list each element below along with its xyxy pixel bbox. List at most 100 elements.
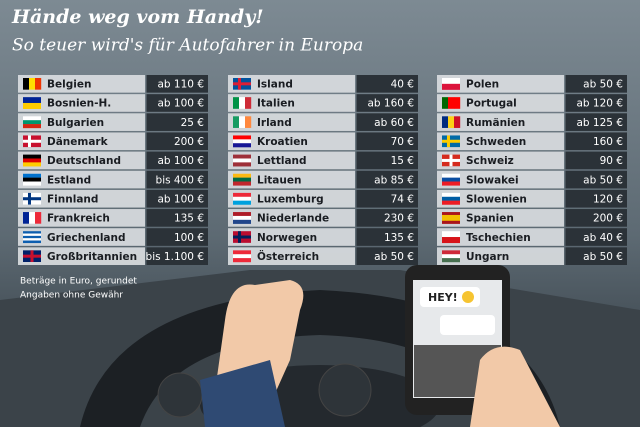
fine-amount: 200 € — [174, 136, 204, 148]
row-bg — [18, 113, 145, 131]
country-name: Kroatien — [257, 136, 308, 148]
fine-box — [146, 132, 208, 151]
country-name: Bosnien-H. — [47, 98, 111, 110]
country-name: Dänemark — [47, 136, 109, 148]
flag-cross — [23, 139, 41, 143]
fine-box — [356, 132, 418, 151]
fine-box — [565, 132, 627, 151]
fine-amount: ab 100 € — [158, 98, 205, 110]
row-bg — [437, 132, 564, 151]
fine-box — [565, 75, 627, 93]
fine-amount: 100 € — [174, 232, 204, 244]
fine-amount: ab 60 € — [374, 117, 414, 129]
fine-amount: ab 50 € — [583, 251, 623, 263]
flag-stripe — [233, 158, 251, 163]
flag-stripe — [233, 196, 251, 201]
fine-amount: ab 50 € — [374, 251, 414, 263]
fine-amount: ab 85 € — [374, 174, 414, 186]
fine-box — [565, 113, 627, 131]
flag-stripe — [448, 116, 455, 128]
fine-amount: 160 € — [593, 136, 623, 148]
row-bg — [228, 247, 355, 265]
flag-stripe — [233, 181, 251, 186]
fine-amount: ab 100 € — [158, 155, 205, 167]
fine-box — [565, 228, 627, 246]
flag-stripe — [23, 154, 41, 159]
flag-stripe — [442, 254, 460, 259]
flag-stripe — [23, 124, 41, 129]
emoji — [462, 291, 474, 303]
flag-stripe — [233, 258, 251, 263]
fine-box — [565, 209, 627, 227]
flag-stripe — [233, 219, 251, 224]
flag-stripe — [233, 173, 251, 178]
country-name: Polen — [466, 79, 499, 91]
note: Beträge in Euro, gerundet — [20, 277, 137, 287]
flag-stripe — [233, 97, 240, 109]
row-bg — [18, 247, 145, 265]
flag-stripe — [23, 238, 41, 241]
row-bg — [437, 209, 564, 227]
fine-amount: 70 € — [391, 136, 414, 148]
flag-stripe — [23, 97, 41, 104]
flag-stripe — [239, 116, 246, 128]
country-name: Slowakei — [466, 174, 519, 186]
hand — [470, 346, 560, 427]
flag-stripe — [23, 181, 41, 186]
flag-stripe — [23, 177, 41, 182]
fine-box — [356, 209, 418, 227]
country-name: Estland — [47, 174, 91, 186]
gauge — [157, 372, 203, 418]
row-bg — [18, 228, 145, 246]
country-name: Belgien — [47, 79, 91, 91]
country-name: Bulgarien — [47, 117, 104, 129]
fine-box — [356, 189, 418, 208]
fine-box — [146, 189, 208, 208]
row-bg — [228, 75, 355, 93]
row-bg — [437, 247, 564, 265]
flag-stripe — [23, 235, 41, 239]
subtitle: So teuer wird's für Autofahrer in Europa — [12, 36, 363, 56]
fine-amount: 90 € — [600, 155, 623, 167]
country-name: Norwegen — [257, 232, 317, 244]
row-bg — [437, 113, 564, 131]
fines-table: Belgien ab 110 € Bosnien-H. ab 100 € Bulgari… — [18, 75, 627, 265]
flag-stripe — [442, 83, 460, 90]
flag-stripe — [442, 78, 460, 85]
fine-box — [565, 94, 627, 112]
country-name: Österreich — [257, 249, 319, 263]
flag-stripe — [233, 192, 251, 197]
fine-box — [356, 170, 418, 189]
flag-stripe — [233, 215, 251, 221]
row-bg — [437, 151, 564, 170]
fine-amount: 135 € — [384, 232, 414, 244]
fine-box — [356, 94, 418, 112]
flag-stripe — [442, 237, 460, 244]
fine-amount: bis 1.100 € — [146, 251, 204, 263]
row-bg — [228, 94, 355, 112]
flag-stripe — [233, 143, 251, 148]
flag-stripe — [233, 250, 251, 255]
flag-stripe — [233, 154, 251, 159]
flag-stripe — [454, 97, 461, 109]
note: Angaben ohne Gewähr — [20, 291, 123, 301]
flag-stripe — [442, 214, 460, 219]
country-name: Großbritannien — [47, 251, 137, 263]
row-bg — [18, 151, 145, 170]
country-name: Griechenland — [47, 232, 126, 244]
fine-amount: 74 € — [391, 193, 414, 205]
flag-stripe — [23, 240, 41, 244]
flag-stripe — [442, 220, 460, 224]
flag-stripe — [233, 200, 251, 205]
flag-stripe — [442, 212, 460, 216]
fine-box — [356, 151, 418, 170]
fine-amount: 230 € — [384, 213, 414, 225]
flag-stripe — [442, 192, 460, 197]
row-bg — [437, 75, 564, 93]
row-bg — [18, 132, 145, 151]
flag-stripe — [23, 233, 41, 237]
fine-amount: ab 125 € — [577, 117, 624, 129]
flag-stripe — [442, 217, 460, 221]
flag-stripe — [23, 102, 41, 109]
